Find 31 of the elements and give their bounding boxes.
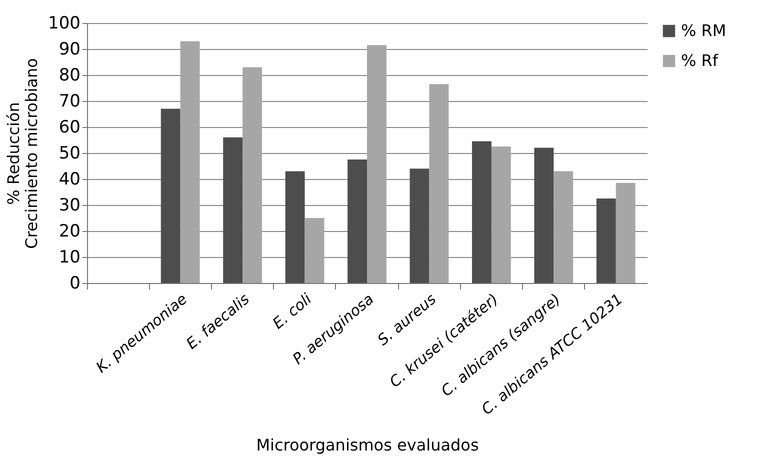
bar (160, 108, 180, 283)
y-tick-label: 90 (58, 40, 80, 60)
bar (304, 218, 324, 283)
x-axis-title: Microorganismos evaluados (256, 436, 479, 455)
bar (472, 141, 492, 283)
bar (491, 146, 511, 283)
y-tick-label: 50 (58, 144, 80, 164)
y-tick-label: 80 (58, 66, 80, 86)
bar (410, 168, 430, 283)
y-tick-label: 60 (58, 118, 80, 138)
legend-label: % Rf (681, 51, 718, 70)
y-tick-label: 70 (58, 92, 80, 112)
y-tick-label: 100 (48, 14, 80, 34)
y-axis-title: % Reducción Crecimiento microbiano (4, 58, 42, 249)
y-tick-label: 10 (58, 248, 80, 268)
bar (348, 160, 367, 283)
y-tick-label: 40 (58, 170, 80, 190)
bar (367, 45, 386, 283)
bar (285, 171, 305, 283)
legend-label: % RM (681, 21, 726, 40)
bar (554, 171, 574, 283)
bar (223, 137, 243, 283)
y-tick-label: 30 (58, 196, 80, 216)
bar (616, 182, 636, 283)
bar (242, 67, 262, 283)
bar (534, 148, 554, 283)
y-tick-label: 20 (58, 222, 80, 242)
bar (596, 198, 616, 283)
y-tick-label: 0 (70, 274, 80, 294)
bar (429, 84, 449, 283)
bar (180, 41, 200, 283)
